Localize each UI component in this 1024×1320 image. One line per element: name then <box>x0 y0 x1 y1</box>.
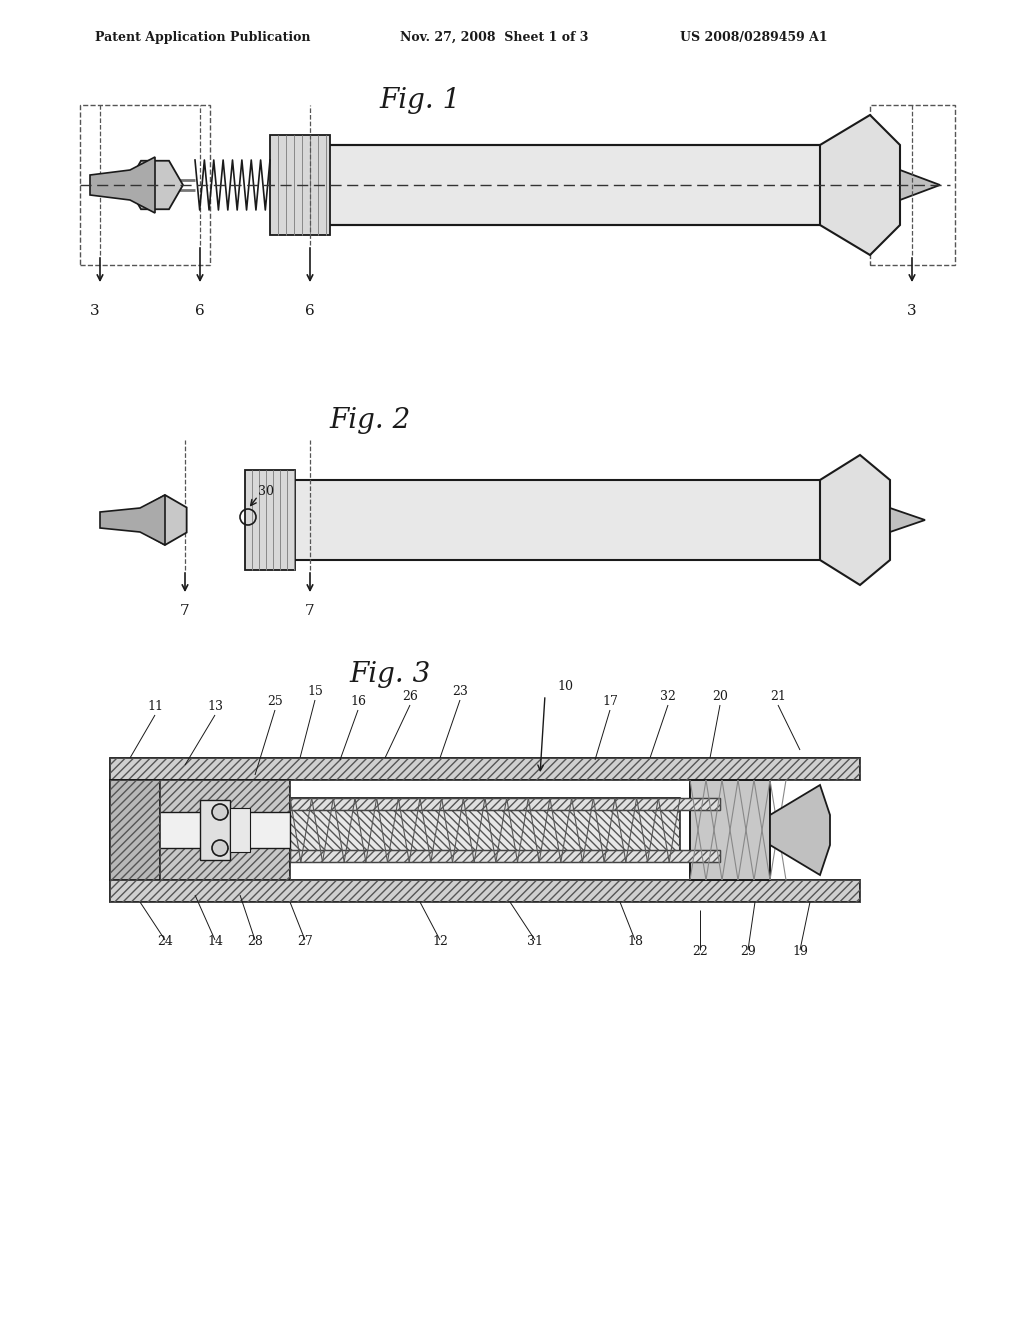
Bar <box>870 106 955 265</box>
Bar <box>80 106 210 265</box>
Text: 24: 24 <box>157 935 173 948</box>
Text: Nov. 27, 2008  Sheet 1 of 3: Nov. 27, 2008 Sheet 1 of 3 <box>400 30 589 44</box>
Bar <box>245 470 295 570</box>
Text: 27: 27 <box>297 935 313 948</box>
Bar <box>290 850 720 862</box>
Bar <box>295 480 820 560</box>
Bar <box>290 799 720 810</box>
Bar <box>110 780 290 880</box>
Text: 17: 17 <box>602 696 617 708</box>
Text: 6: 6 <box>196 304 205 318</box>
Polygon shape <box>890 508 925 532</box>
Text: 29: 29 <box>740 945 756 958</box>
Bar <box>290 799 680 862</box>
Text: 32: 32 <box>660 690 676 704</box>
Bar <box>230 808 250 851</box>
Text: Patent Application Publication: Patent Application Publication <box>95 30 310 44</box>
Text: 15: 15 <box>307 685 323 698</box>
Text: 30: 30 <box>258 484 274 498</box>
Circle shape <box>212 804 228 820</box>
Text: Fig. 1: Fig. 1 <box>379 87 461 114</box>
Bar <box>690 780 770 880</box>
Text: 19: 19 <box>792 945 808 958</box>
Bar <box>110 812 290 847</box>
Text: 14: 14 <box>207 935 223 948</box>
Polygon shape <box>143 495 186 545</box>
Polygon shape <box>770 785 830 875</box>
Text: 25: 25 <box>267 696 283 708</box>
Text: US 2008/0289459 A1: US 2008/0289459 A1 <box>680 30 827 44</box>
Circle shape <box>212 840 228 855</box>
Text: 11: 11 <box>147 700 163 713</box>
Text: 7: 7 <box>305 605 314 618</box>
Polygon shape <box>90 157 155 213</box>
Text: 18: 18 <box>627 935 643 948</box>
Bar <box>690 780 770 880</box>
Polygon shape <box>900 170 940 201</box>
Polygon shape <box>100 495 165 545</box>
Bar <box>290 799 680 862</box>
Bar <box>200 800 230 861</box>
Text: 10: 10 <box>557 680 573 693</box>
Text: 31: 31 <box>527 935 543 948</box>
Text: 6: 6 <box>305 304 314 318</box>
Text: 7: 7 <box>180 605 189 618</box>
Text: Fig. 2: Fig. 2 <box>330 407 411 433</box>
Text: 3: 3 <box>907 304 916 318</box>
Text: 3: 3 <box>90 304 99 318</box>
Polygon shape <box>820 455 890 585</box>
Text: 16: 16 <box>350 696 366 708</box>
Text: 28: 28 <box>247 935 263 948</box>
Text: 12: 12 <box>432 935 447 948</box>
Bar <box>110 780 160 880</box>
Bar <box>290 799 720 810</box>
Text: 13: 13 <box>207 700 223 713</box>
Text: 20: 20 <box>712 690 728 704</box>
Text: 23: 23 <box>452 685 468 698</box>
Bar <box>110 880 860 902</box>
Polygon shape <box>127 161 183 210</box>
Bar <box>290 850 720 862</box>
Bar <box>110 780 160 880</box>
Bar <box>330 145 820 224</box>
Text: Fig. 3: Fig. 3 <box>349 661 431 689</box>
Bar <box>110 758 860 780</box>
Text: 26: 26 <box>402 690 418 704</box>
Bar <box>110 880 860 902</box>
Polygon shape <box>820 115 900 255</box>
Bar <box>110 780 290 880</box>
Text: 22: 22 <box>692 945 708 958</box>
Bar <box>270 135 330 235</box>
Text: 21: 21 <box>770 690 786 704</box>
Bar <box>110 758 860 780</box>
